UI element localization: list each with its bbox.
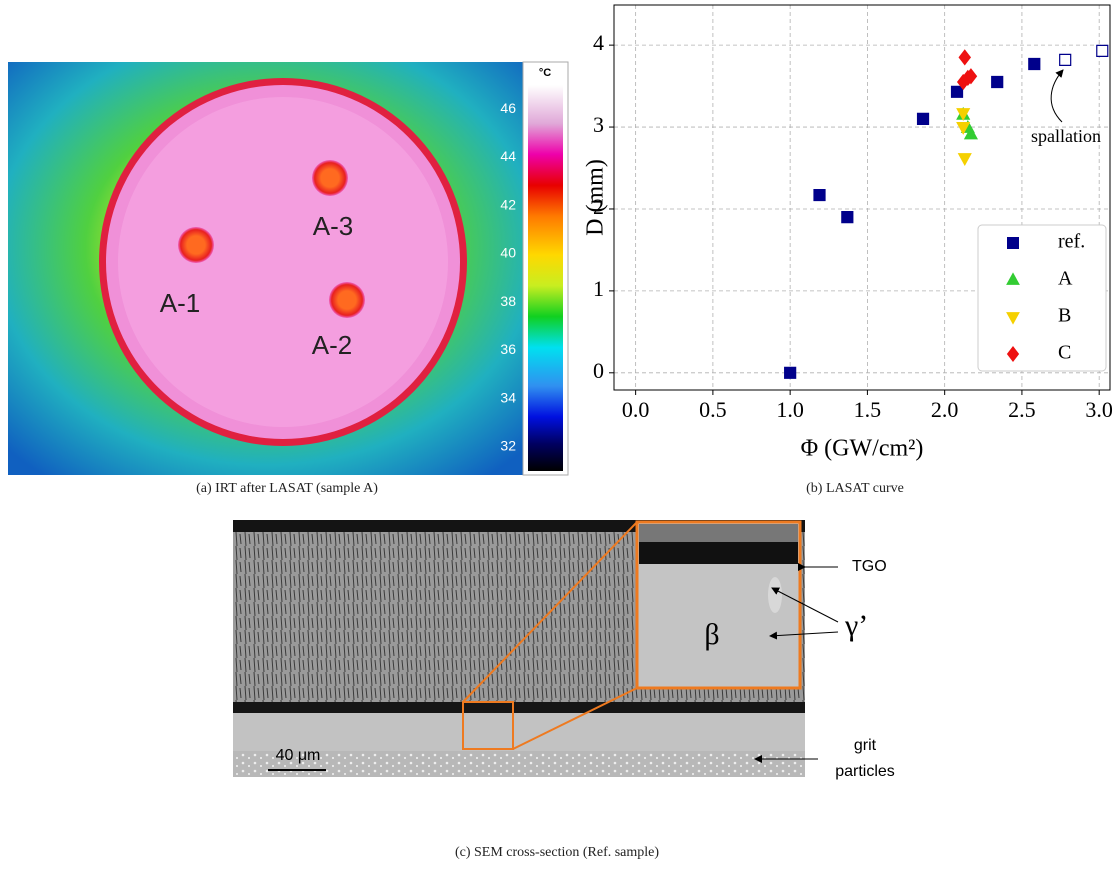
x-tick-label: 2.0 [931,397,959,422]
sample-center [118,97,448,427]
point [841,211,854,224]
legend-marker [1007,237,1019,249]
plot-frame [613,4,1111,391]
annotation: spallation [1031,126,1101,146]
x-axis-label: Φ (GW/cm²) [801,436,924,462]
legend-marker [1006,312,1020,325]
inset-tbc [639,524,798,542]
y-tick-label: 1 [593,276,604,301]
substrate [233,751,805,777]
gamma-label: γ’ [844,609,868,642]
caption: (b) LASAT curve [806,481,904,496]
spot-label: A-2 [312,330,352,360]
irt-image: °C A-1 A-3 A-2 46 44 42 40 38 36 34 32 [8,61,569,476]
legend-marker [1006,272,1020,285]
scale-bar-label: 40 μm [276,747,321,764]
point [1059,53,1072,66]
zoom-line [512,687,638,750]
point [956,122,971,135]
colorbar-tick-label: 42 [500,196,516,212]
legend-label: A [1058,268,1073,290]
legend-label: C [1058,342,1071,364]
x-tick-label: 0.5 [699,397,727,422]
grit-label: particles [835,763,895,780]
colorbar-tick-label: 38 [500,293,516,309]
beta-label: β [704,618,719,651]
colorbar-tick-label: 46 [500,100,516,116]
colorbar-tick-label: 36 [500,341,516,357]
colorbar-tick-label: 32 [500,438,516,454]
grit-label: grit [854,737,877,754]
point [991,75,1004,89]
tgo-layer [233,702,805,713]
legend-label: B [1058,305,1071,327]
y-tick-label: 0 [593,358,604,383]
colorbar [528,85,563,471]
legend-marker [1006,346,1020,362]
y-tick-label: 2 [593,194,604,219]
colorbar-unit: °C [539,67,551,79]
point [1028,57,1041,71]
x-tick-label: 0.0 [622,397,650,422]
point [958,49,972,66]
colorbar-tick-label: 40 [500,245,516,261]
caption: (c) SEM cross-section (Ref. sample) [455,845,659,860]
legend-label: ref. [1058,231,1085,253]
legend-frame [977,224,1107,372]
inset-tgo [639,542,798,564]
spot-label: A-1 [160,288,200,318]
gamma-phase [768,577,782,613]
point [916,112,930,125]
colorbar-tick-label: 44 [500,148,516,164]
point [963,126,978,140]
point [1096,44,1109,57]
point [813,188,826,202]
x-tick-label: 1.5 [854,397,882,422]
laser-spot [329,282,365,318]
zoom-box [462,701,514,750]
x-tick-label: 2.5 [1008,397,1036,422]
point [964,68,978,85]
spot-label: A-3 [313,211,353,241]
chart: 0.0 0.5 1.0 1.5 2.0 2.5 3.0 0 1 2 3 4 Φ (GW/cm²) D (m… [583,4,1113,462]
y-axis-label: D (mm) [583,159,609,236]
bond-coat [233,713,805,751]
colorbar-tick-label: 34 [500,389,516,405]
arrow [769,631,839,640]
annotation-arrow [1050,69,1064,123]
sem-image: TGO γ’ β grit particles 40 μm [233,520,895,780]
laser-spot [312,160,348,196]
x-tick-label: 3.0 [1085,397,1113,422]
point [950,85,964,98]
tgo-label: TGO [852,558,887,575]
x-tick-label: 1.0 [776,397,804,422]
point [956,108,971,121]
laser-spot [178,227,214,263]
point [957,153,972,167]
point [784,366,797,379]
zoom-line [462,521,638,703]
arrow [771,587,839,623]
y-tick-label: 3 [593,112,604,137]
y-tick-label: 4 [593,30,604,55]
caption: (a) IRT after LASAT (sample A) [196,481,378,496]
